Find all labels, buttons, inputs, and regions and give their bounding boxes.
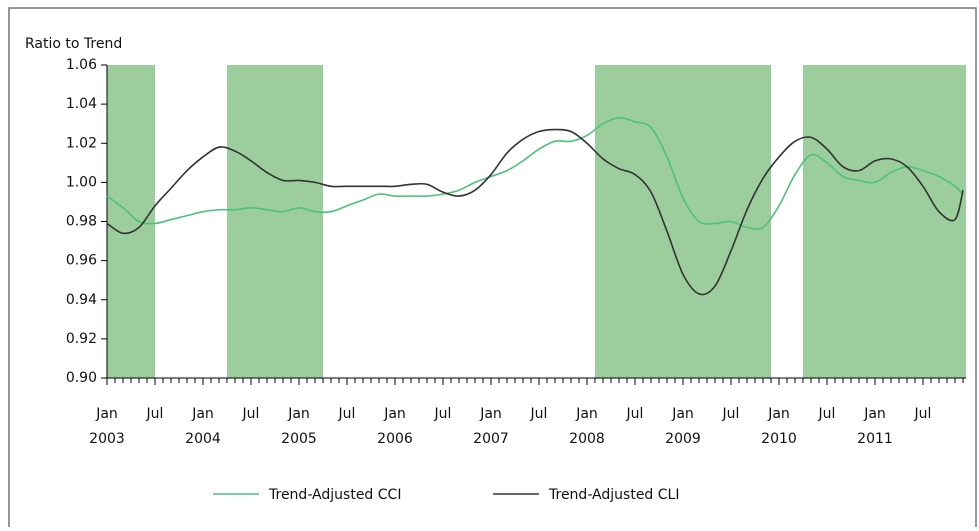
x-year-label: 2007 xyxy=(473,431,509,447)
x-tick-label: Jan xyxy=(575,406,598,422)
x-tick-label: Jul xyxy=(722,406,740,422)
y-tick-label: 0.92 xyxy=(66,331,97,347)
x-year-label: 2006 xyxy=(377,431,413,447)
x-tick-label: Jan xyxy=(671,406,694,422)
y-axis-label: Ratio to Trend xyxy=(25,36,122,52)
y-tick-label: 1.00 xyxy=(66,174,97,190)
shaded-period xyxy=(803,65,966,378)
series-line xyxy=(106,128,964,296)
x-tick-label: Jul xyxy=(242,406,260,422)
x-tick-label: Jan xyxy=(863,406,886,422)
y-tick-label: 1.02 xyxy=(66,135,97,151)
x-year-label: 2010 xyxy=(761,431,797,447)
x-tick-label: Jul xyxy=(146,406,164,422)
x-year-label: 2003 xyxy=(89,431,125,447)
x-year-label: 2008 xyxy=(569,431,605,447)
x-tick-label: Jul xyxy=(914,406,932,422)
series-line xyxy=(106,117,964,231)
x-tick-label: Jan xyxy=(479,406,502,422)
y-tick-label: 0.96 xyxy=(66,253,97,269)
y-tick-label: 1.04 xyxy=(66,96,97,112)
y-tick-label: 0.98 xyxy=(66,214,97,230)
x-tick-label: Jan xyxy=(95,406,118,422)
shaded-period xyxy=(227,65,323,378)
x-tick-label: Jul xyxy=(626,406,644,422)
x-year-label: 2009 xyxy=(665,431,701,447)
shaded-period xyxy=(107,65,155,378)
x-tick-label: Jul xyxy=(530,406,548,422)
y-tick-label: 0.94 xyxy=(66,292,97,308)
minor-ticks xyxy=(106,378,964,383)
x-year-label: 2011 xyxy=(857,431,893,447)
legend-label: Trend-Adjusted CLI xyxy=(548,487,679,503)
y-tick-label: 0.90 xyxy=(66,370,97,386)
x-tick-label: Jan xyxy=(383,406,406,422)
x-tick-label: Jan xyxy=(191,406,214,422)
shaded-period xyxy=(595,65,771,378)
legend-label: Trend-Adjusted CCI xyxy=(268,487,401,503)
x-tick-label: Jan xyxy=(767,406,790,422)
x-year-label: 2005 xyxy=(281,431,317,447)
x-tick-label: Jan xyxy=(287,406,310,422)
x-tick-label: Jul xyxy=(434,406,452,422)
x-year-label: 2004 xyxy=(185,431,221,447)
y-tick-label: 1.06 xyxy=(66,57,97,73)
x-tick-label: Jul xyxy=(338,406,356,422)
shade-layer xyxy=(107,65,966,378)
frame xyxy=(8,7,977,531)
x-tick-label: Jul xyxy=(818,406,836,422)
